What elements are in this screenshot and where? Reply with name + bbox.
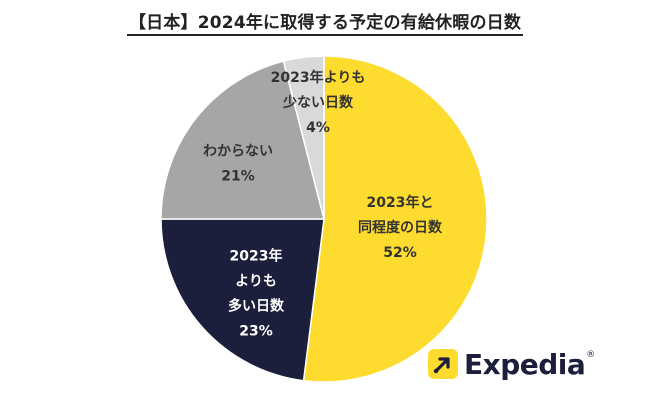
slice-category-label: 2023年と [367, 194, 434, 211]
slice-category-label: よりも [235, 274, 277, 290]
slice-category-label: 同程度の日数 [358, 219, 443, 236]
slice-value-label: 4% [306, 120, 330, 136]
slice-label-2: わからない 21% [203, 144, 273, 185]
expedia-wordmark: Expedia [464, 347, 586, 381]
chart-title: 【日本】2024年に取得する予定の有給休暇の日数 [126, 8, 524, 36]
slice-value-label: 21% [221, 169, 255, 185]
slice-category-label: 少ない日数 [282, 94, 354, 111]
registered-mark: ® [586, 350, 596, 360]
slice-category-label: 2023年 [230, 248, 283, 265]
slice-category-label: 2023年よりも [271, 69, 366, 86]
slice-value-label: 23% [239, 324, 273, 340]
pie-slice-0 [302, 55, 488, 383]
pie-slice-1 [160, 218, 325, 382]
slice-category-label: 多い日数 [228, 298, 285, 315]
slice-category-label: わからない [203, 144, 273, 160]
pie-slice-3 [282, 55, 325, 220]
expedia-logo: Expedia ® [428, 346, 595, 382]
chart-title-wrap: 【日本】2024年に取得する予定の有給休暇の日数 [0, 8, 650, 36]
pie-slice-2 [160, 60, 325, 220]
slice-value-label: 52% [383, 245, 417, 261]
expedia-logo-icon [428, 349, 458, 379]
